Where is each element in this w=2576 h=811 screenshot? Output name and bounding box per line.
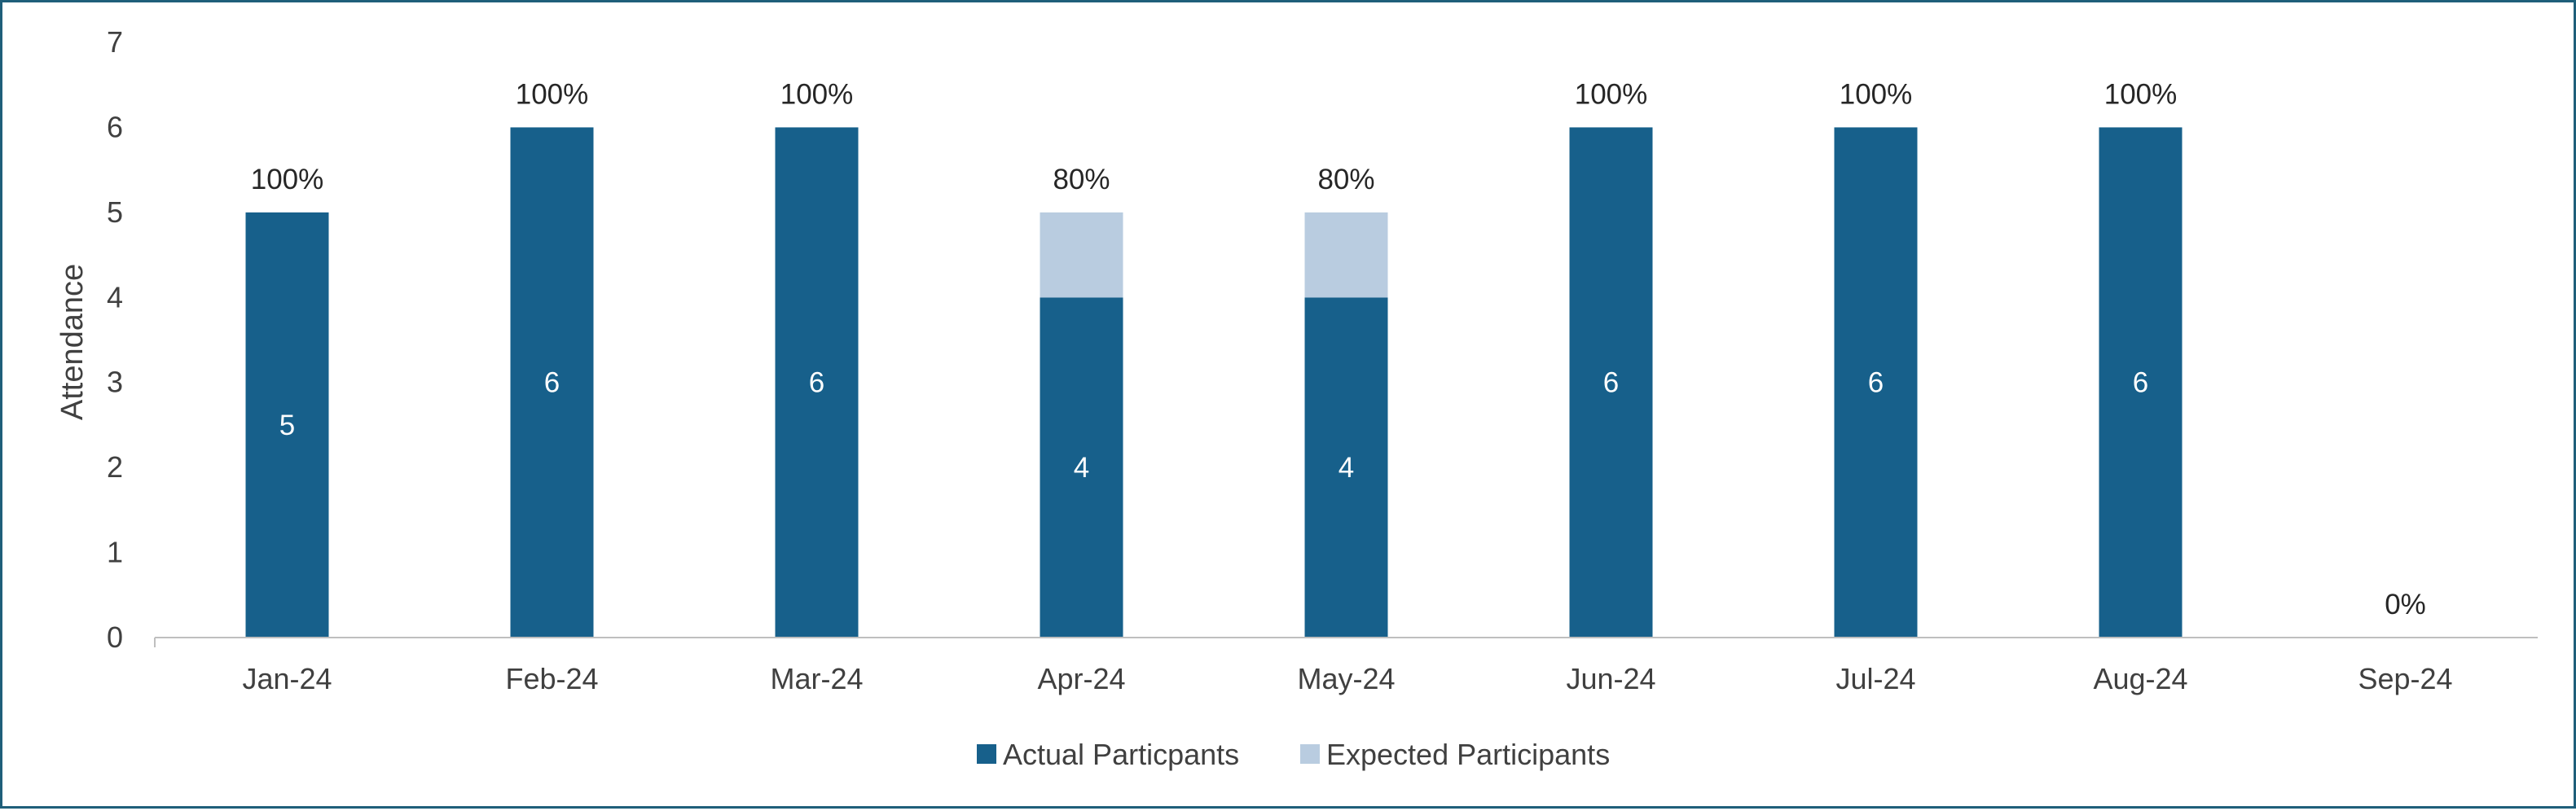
x-tick-label: Jul-24 (1835, 662, 1915, 695)
bar-actual-jun-24 (1569, 127, 1653, 638)
bar-expected-apr-24 (1040, 212, 1123, 298)
percent-label: 80% (1053, 164, 1110, 195)
percent-label: 100% (251, 164, 324, 195)
y-tick-label: 2 (107, 450, 123, 484)
percent-label: 100% (2104, 78, 2178, 110)
bar-value-label: 6 (2133, 367, 2148, 399)
percent-label: 100% (780, 78, 854, 110)
bar-actual-jul-24 (1834, 127, 1918, 638)
legend-label-expected: Expected Participants (1326, 738, 1610, 771)
y-tick-label: 5 (107, 195, 123, 229)
bar-actual-mar-24 (775, 127, 859, 638)
y-axis-title: Attendance (55, 264, 90, 420)
legend-swatch-actual (977, 744, 996, 764)
x-tick-label: May-24 (1297, 662, 1395, 695)
percent-labels-group: 100% 100% 100% 80% 80% 100% 100% 100% 0% (251, 78, 2426, 620)
percent-label: 100% (516, 78, 589, 110)
x-tick-label: Aug-24 (2093, 662, 2187, 695)
y-tick-label: 1 (107, 536, 123, 569)
y-axis-title-group: Attendance (55, 264, 90, 420)
bar-actual-apr-24 (1040, 297, 1123, 638)
bar-expected-may-24 (1304, 212, 1388, 298)
bar-value-label: 5 (279, 410, 295, 441)
x-tick-label: Mar-24 (770, 662, 863, 695)
bar-value-label: 4 (1339, 452, 1354, 484)
bar-actual-aug-24 (2099, 127, 2183, 638)
bars-group (245, 127, 2183, 638)
percent-label: 80% (1317, 164, 1374, 195)
legend-label-actual: Actual Particpants (1003, 738, 1239, 771)
y-tick-label: 0 (107, 620, 123, 654)
bar-value-label: 6 (544, 367, 560, 399)
bar-value-label: 4 (1074, 452, 1089, 484)
percent-label: 0% (2385, 589, 2426, 620)
y-axis-ticks: 0 1 2 3 4 5 6 7 (107, 25, 123, 654)
x-axis: Jan-24 Feb-24 Mar-24 Apr-24 May-24 Jun-24 Jul-… (154, 637, 2538, 695)
percent-label: 100% (1575, 78, 1648, 110)
value-labels-group: 5 6 6 4 4 6 6 6 (279, 367, 2148, 484)
x-tick-label: Sep-24 (2358, 662, 2452, 695)
y-tick-label: 7 (107, 25, 123, 59)
bar-actual-feb-24 (510, 127, 594, 638)
x-tick-label: Jun-24 (1566, 662, 1655, 695)
legend-swatch-expected (1300, 744, 1320, 764)
bar-value-label: 6 (1868, 367, 1884, 399)
x-tick-label: Apr-24 (1037, 662, 1125, 695)
x-tick-label: Jan-24 (242, 662, 332, 695)
x-tick-label: Feb-24 (505, 662, 598, 695)
bar-actual-jan-24 (245, 212, 329, 638)
percent-label: 100% (1840, 78, 1913, 110)
y-tick-label: 6 (107, 110, 123, 143)
y-tick-label: 4 (107, 280, 123, 313)
bar-value-label: 6 (1603, 367, 1619, 399)
y-tick-label: 3 (107, 366, 123, 399)
legend: Actual Particpants Expected Participants (977, 738, 1610, 771)
bar-value-label: 6 (809, 367, 824, 399)
bar-actual-may-24 (1304, 297, 1388, 638)
